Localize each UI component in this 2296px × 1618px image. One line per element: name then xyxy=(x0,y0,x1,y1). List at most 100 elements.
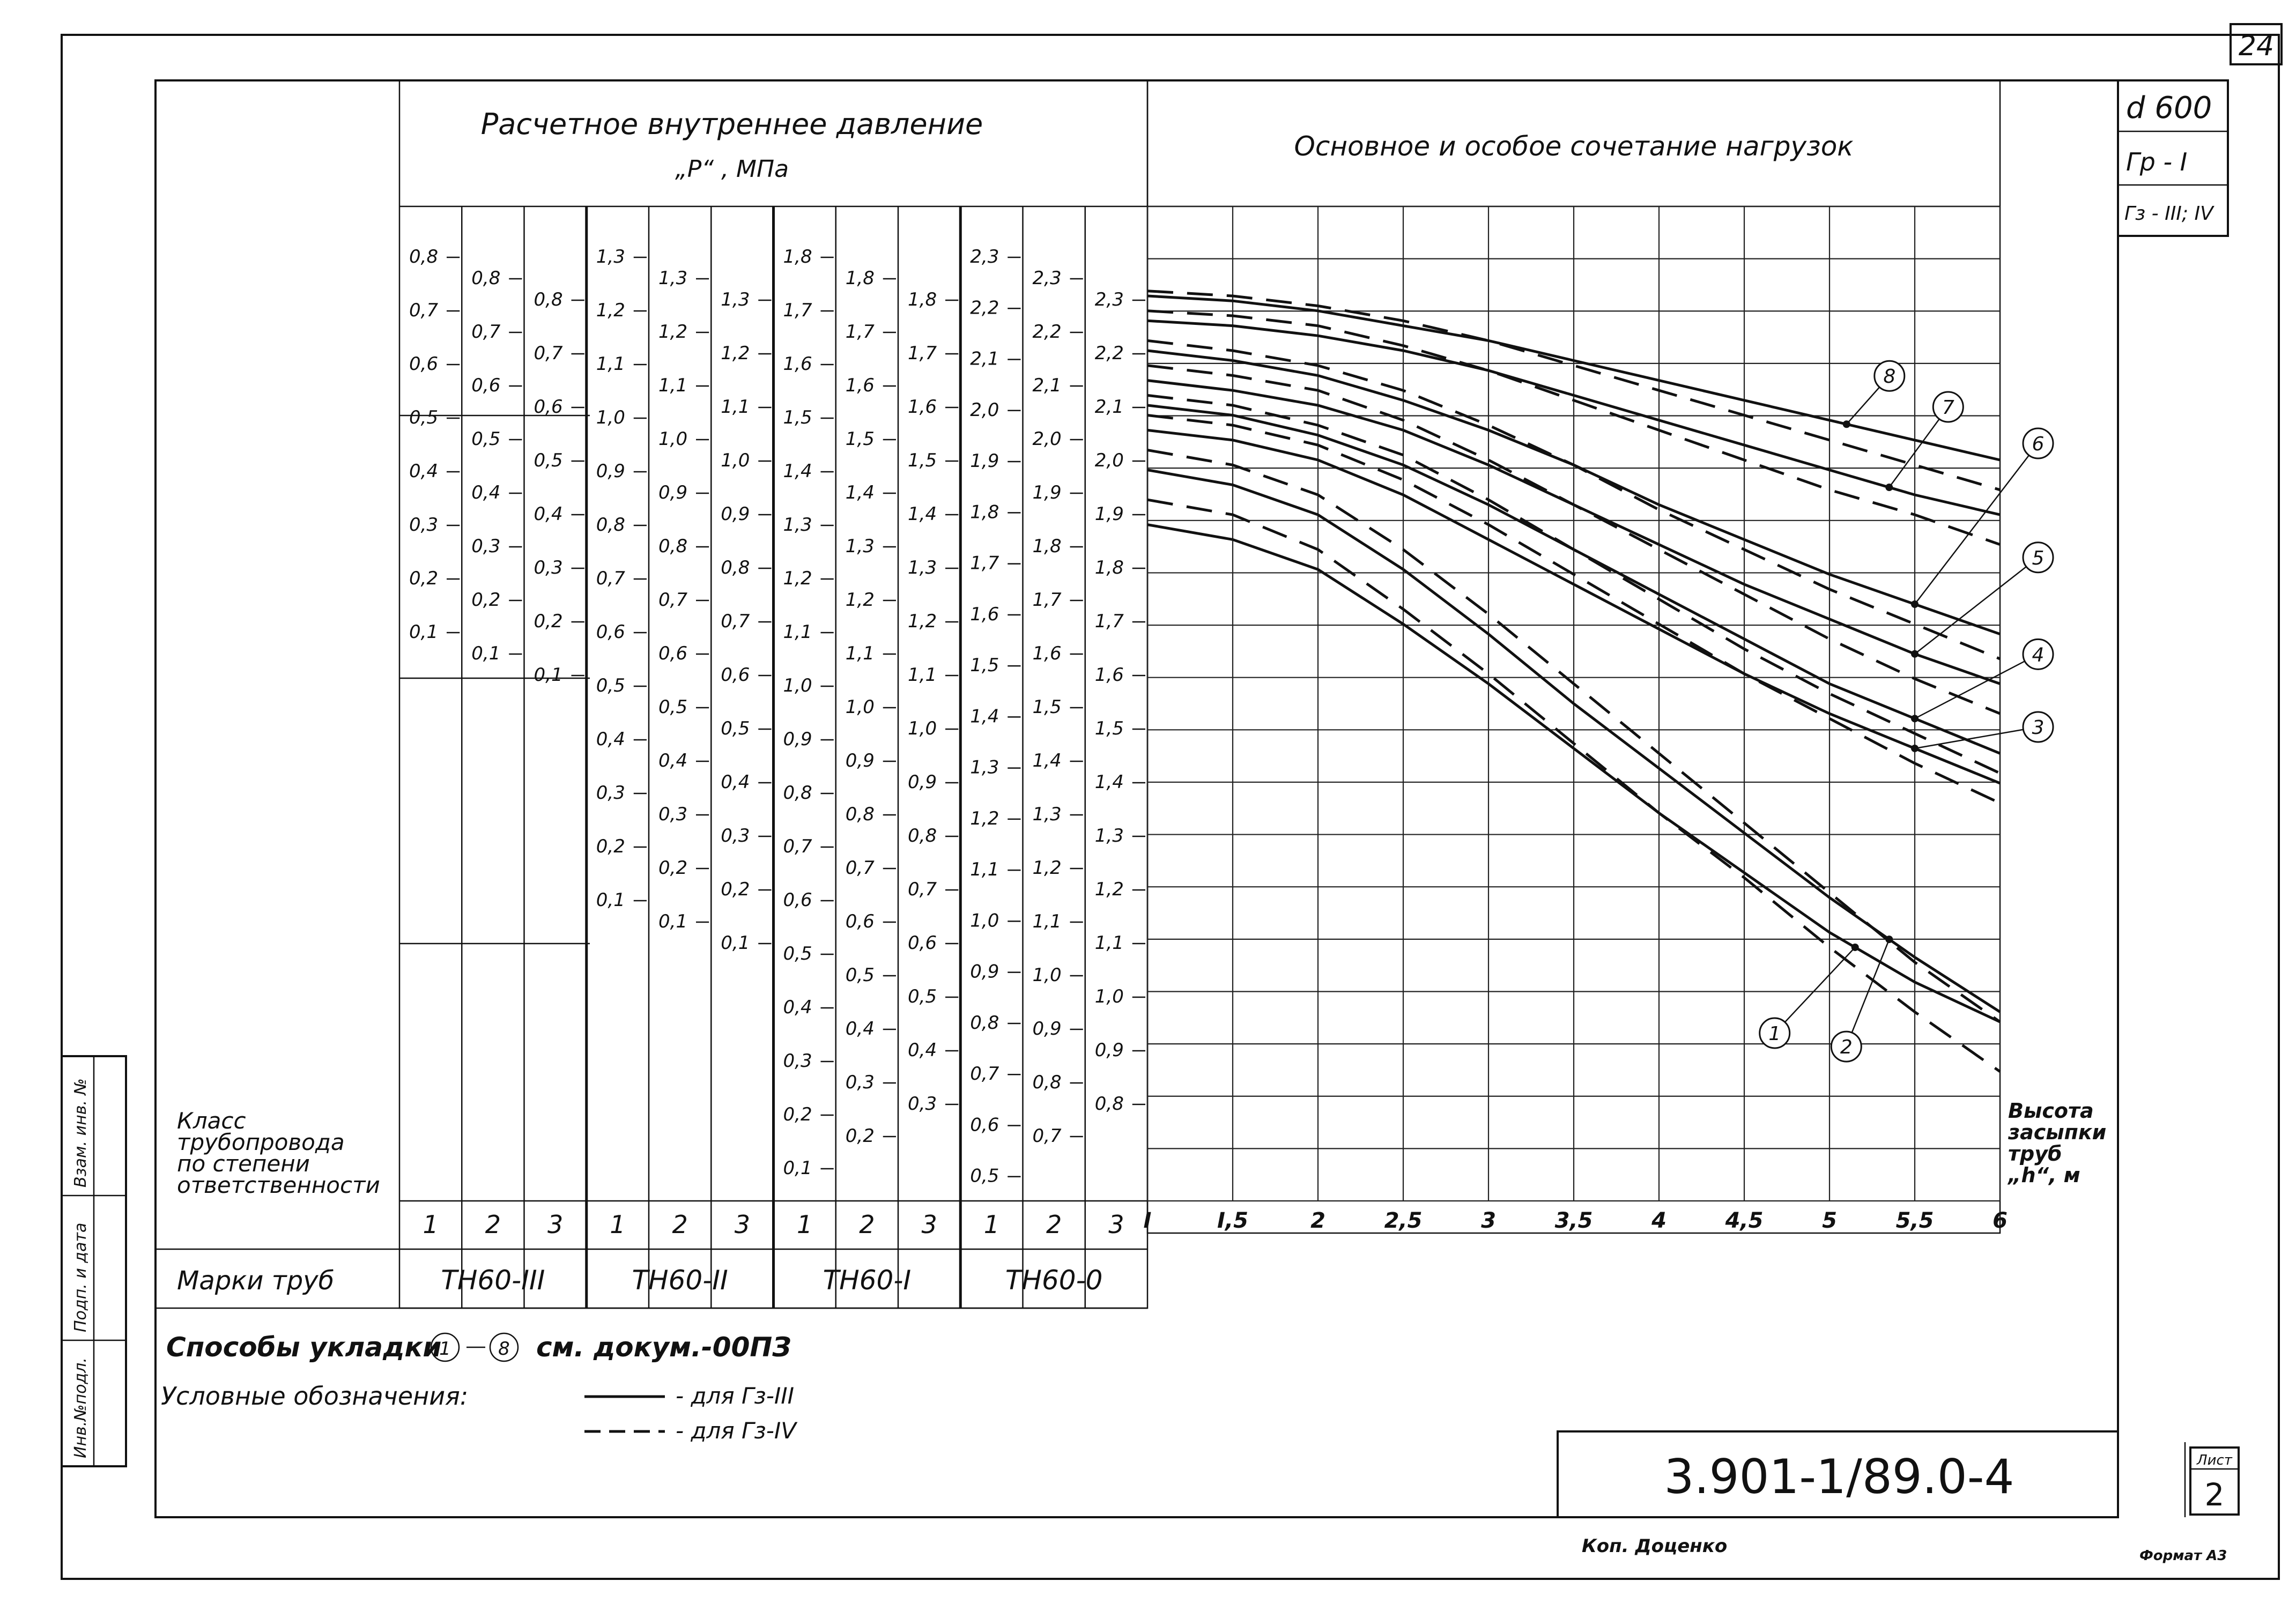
scale-tick: 2,0 xyxy=(970,399,999,421)
scale-tick: 0,5 xyxy=(783,943,812,964)
corner-stamp: d 600 Гр - I Гз - III; IV xyxy=(2117,79,2229,237)
class-number: 2 xyxy=(1046,1210,1062,1239)
scale-tick: 0,3 xyxy=(783,1050,812,1072)
scale-tick: 0,4 xyxy=(596,729,625,750)
scale-tick: 0,8 xyxy=(721,557,750,578)
scale-tick: 1,5 xyxy=(1095,718,1124,739)
scale-tick: 0,9 xyxy=(721,503,750,525)
scale-tick: 1,3 xyxy=(1095,825,1124,847)
curve-label: 2 xyxy=(1840,1036,1853,1058)
scale-tick: 0,1 xyxy=(596,889,625,911)
scale-tick: 0,1 xyxy=(534,664,563,686)
class-label-4: ответственности xyxy=(177,1172,380,1198)
curve-label: 7 xyxy=(1942,397,1954,419)
scale-tick: 2,1 xyxy=(1095,396,1124,418)
scale-tick: 0,8 xyxy=(1095,1093,1124,1115)
scale-tick: 0,8 xyxy=(846,804,875,825)
load-chart: I I,5 2 2,5 3 3,5 4 4,5 5 5,5 6 1 2 3 4 5 6 7 8 xyxy=(1144,79,2054,1234)
scale-tick: 1,7 xyxy=(783,300,812,321)
class-number: 2 xyxy=(672,1210,687,1239)
notes: Способы укладки 1 8 см. докум.-00ПЗ Усло… xyxy=(161,1332,798,1444)
class-label-2: трубопровода xyxy=(177,1129,345,1155)
scale-tick: 1,9 xyxy=(970,450,999,472)
scale-tick: 0,3 xyxy=(596,782,625,804)
scale-tick: 1,6 xyxy=(1095,664,1124,686)
scale-tick: 0,6 xyxy=(783,889,812,911)
scale-tick: 1,4 xyxy=(1095,771,1124,793)
scale-tick: 1,5 xyxy=(908,450,937,471)
scale-tick: 1,0 xyxy=(783,675,812,696)
curve-label-leader xyxy=(1774,947,1856,1034)
curve-label-circle xyxy=(1830,1030,1862,1063)
sheet-number-top: 24 xyxy=(2239,30,2274,62)
scale-tick: 1,1 xyxy=(846,643,875,664)
scale-tick: 1,8 xyxy=(846,268,875,289)
scale-tick: 0,9 xyxy=(908,771,937,793)
scale-tick: 2,3 xyxy=(1095,289,1124,310)
scale-tick: 0,3 xyxy=(908,1093,937,1115)
diameter-label: d 600 xyxy=(2126,91,2212,125)
scale-tick: 0,6 xyxy=(534,396,563,418)
scale-tick: 1,4 xyxy=(783,461,812,482)
scale-tick: 0,2 xyxy=(409,568,438,589)
curve-label-circle xyxy=(2022,541,2054,574)
format-label: Формат А3 xyxy=(2139,1548,2227,1564)
scale-tick: 0,2 xyxy=(596,836,625,857)
scale-tick: 0,1 xyxy=(409,621,438,643)
side-stamp-1: Инв.№подл. xyxy=(71,1357,90,1458)
scale-tick: 0,4 xyxy=(846,1018,875,1040)
x-axis-label-part: Высота xyxy=(2008,1099,2094,1123)
scale-tick: 1,8 xyxy=(908,289,937,310)
ground-label: Гр - I xyxy=(2126,147,2187,176)
scale-tick: 0,9 xyxy=(596,461,625,482)
curve-label-leader xyxy=(1846,939,1890,1047)
scale-tick: 0,7 xyxy=(471,321,500,343)
x-tick-label: 4 xyxy=(1651,1208,1667,1233)
scale-tick: 0,7 xyxy=(534,343,563,364)
scale-tick: 0,3 xyxy=(471,536,500,557)
curve-label-leader xyxy=(1888,406,1949,488)
series-7-dashed xyxy=(1147,309,2001,546)
scale-tick: 0,8 xyxy=(471,268,500,289)
curve-label-circle xyxy=(2022,427,2054,459)
curve-label-circle xyxy=(2022,638,2054,670)
scale-tick: 0,4 xyxy=(783,997,812,1018)
laying-from: 1 xyxy=(439,1338,451,1360)
laying-to: 8 xyxy=(498,1338,510,1360)
curve-label: 1 xyxy=(1768,1023,1781,1045)
side-stamp-3: Взам. инв. № xyxy=(71,1078,90,1187)
scale-tick: 0,1 xyxy=(721,932,750,954)
x-tick-label: 4,5 xyxy=(1725,1208,1764,1233)
scale-tick: 1,3 xyxy=(658,268,687,289)
sheet-number-box xyxy=(2230,23,2283,65)
scale-tick: 1,1 xyxy=(970,859,999,880)
series-2-solid xyxy=(1147,469,2001,1013)
scale-tick: 1,2 xyxy=(596,300,625,321)
scale-tick: 1,1 xyxy=(596,353,625,375)
scale-tick: 2,3 xyxy=(970,246,999,268)
scale-tick: 1,4 xyxy=(970,706,999,727)
scale-tick: 0,7 xyxy=(596,568,625,589)
chart-title: Основное и особое сочетание нагрузок xyxy=(1294,131,1854,162)
curve-label-circle xyxy=(1873,360,1906,392)
series-2-dashed xyxy=(1147,449,2001,1023)
x-tick-label: 3,5 xyxy=(1555,1208,1593,1233)
scale-tick: 0,3 xyxy=(721,825,750,847)
x-tick-label: 2 xyxy=(1310,1208,1325,1233)
scale-tick: 1,3 xyxy=(596,246,625,268)
curve-label: 5 xyxy=(2032,547,2045,569)
scale-tick: 0,9 xyxy=(846,750,875,771)
scale-tick: 1,0 xyxy=(908,718,937,739)
scale-tick: 0,6 xyxy=(471,375,500,396)
scale-tick: 0,4 xyxy=(471,482,500,503)
scale-tick: 0,5 xyxy=(970,1166,999,1187)
pipe-mark: ТН60-II xyxy=(632,1265,728,1296)
scale-tick: 1,7 xyxy=(1033,589,1062,611)
scale-tick: 1,9 xyxy=(1033,482,1062,503)
scale-tick: 2,0 xyxy=(1033,428,1062,450)
scale-tick: 0,2 xyxy=(783,1104,812,1125)
scale-tick: 0,6 xyxy=(908,932,937,954)
scale-tick: 1,2 xyxy=(658,321,687,343)
scale-tick: 1,1 xyxy=(721,396,750,418)
